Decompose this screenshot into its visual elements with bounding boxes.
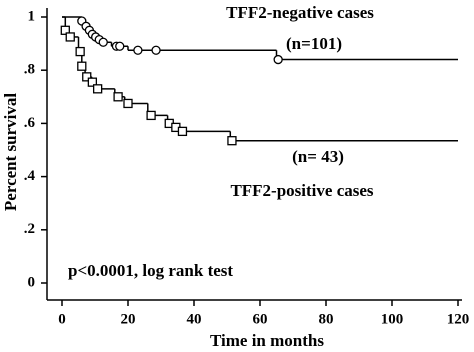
censor-mark <box>146 110 156 121</box>
series-label: TFF2-positive cases <box>230 181 373 200</box>
y-axis-label: Percent survival <box>1 93 20 211</box>
y-tick-label: 0 <box>28 274 36 290</box>
censor-mark <box>273 54 283 65</box>
censor-mark <box>77 61 87 71</box>
series-label: TFF2-negative cases <box>226 3 374 22</box>
censor-mark <box>115 41 125 51</box>
censor-mark <box>60 25 70 35</box>
censor-mark <box>123 98 133 109</box>
y-tick-label: .8 <box>24 62 35 78</box>
x-tick-label: 20 <box>121 311 136 327</box>
x-tick-label: 120 <box>447 311 470 327</box>
y-tick-label: .4 <box>24 168 36 184</box>
censor-mark <box>177 126 188 137</box>
censor-mark <box>151 45 161 55</box>
censor-mark <box>87 77 98 87</box>
y-tick-label: .6 <box>24 115 36 131</box>
y-tick-label: .2 <box>24 221 35 237</box>
censor-mark <box>75 46 85 57</box>
censor-mark <box>65 32 75 42</box>
x-tick-label: 0 <box>58 311 66 327</box>
x-tick-label: 60 <box>253 311 268 327</box>
count-label: (n= 43) <box>292 147 344 166</box>
x-tick-label: 40 <box>187 311 202 327</box>
x-axis-label: Time in months <box>210 331 324 350</box>
count-label: (n=101) <box>286 34 342 53</box>
y-tick-label: 1 <box>28 8 36 24</box>
censor-mark <box>133 45 143 55</box>
x-tick-label: 80 <box>319 311 334 327</box>
x-tick-label: 100 <box>381 311 404 327</box>
censor-mark <box>227 136 237 146</box>
censor-mark <box>82 72 92 82</box>
censor-mark <box>92 84 103 94</box>
censor-mark <box>98 37 108 47</box>
annotation: p<0.0001, log rank test <box>68 261 233 280</box>
censor-mark <box>113 92 123 102</box>
